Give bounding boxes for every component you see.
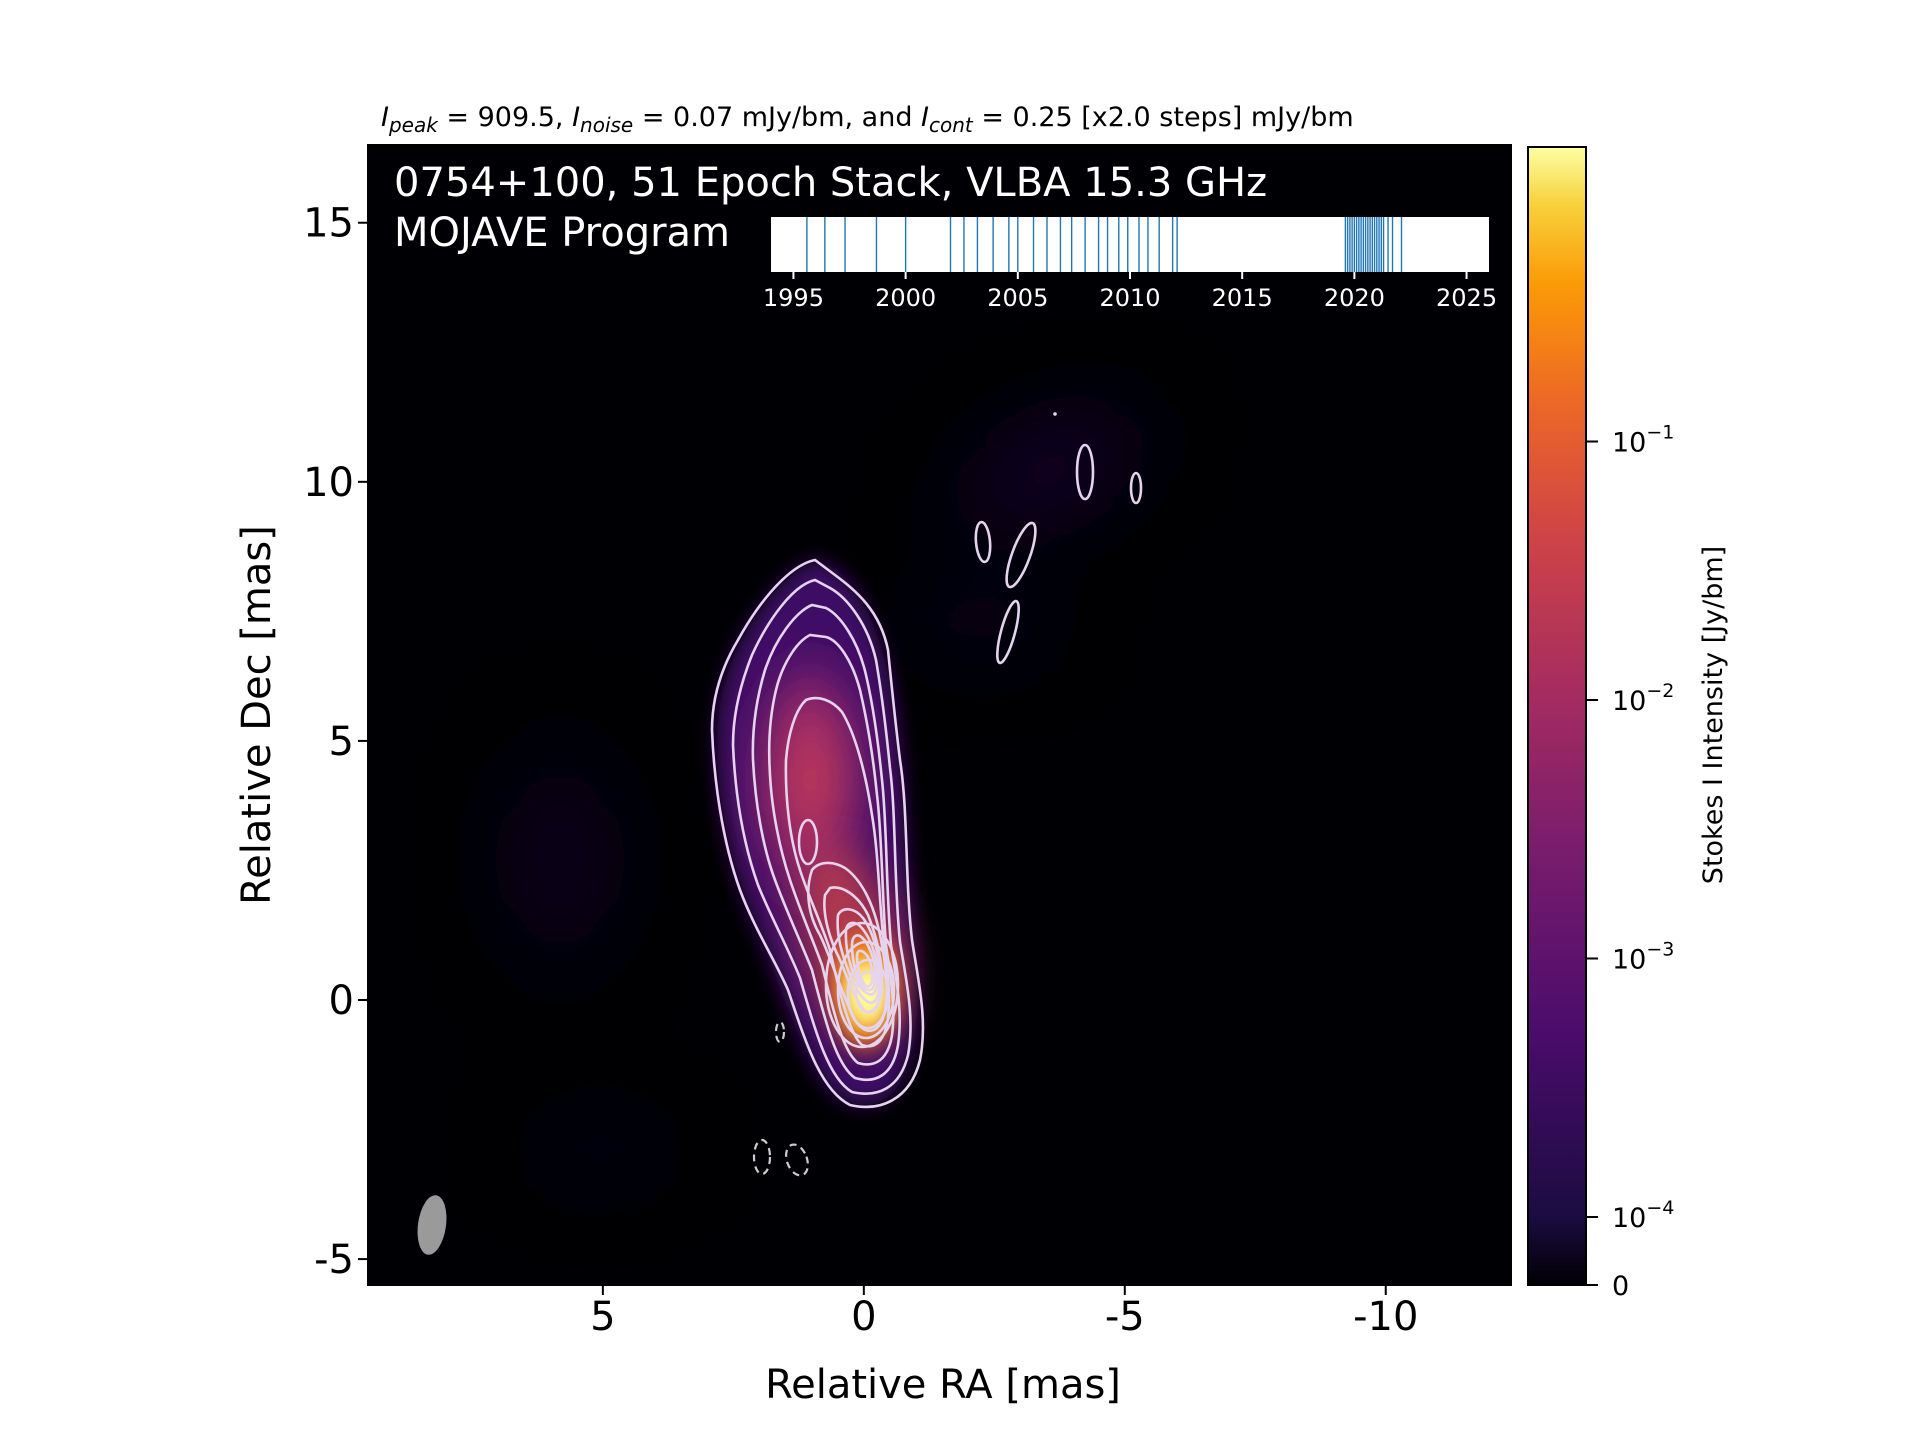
header-part: = 0.25 [x2.0 steps] mJy/bm	[973, 102, 1354, 133]
contour	[1005, 521, 1037, 589]
colorbar-ticks: 10−110−210−310−40	[1586, 422, 1674, 1302]
x-axis: 5 0 -5 -10	[590, 1285, 1418, 1340]
colorbar-tick-exp: −2	[1646, 680, 1674, 702]
contour	[710, 558, 925, 1109]
colorbar-tick-exp: −3	[1646, 939, 1674, 961]
contour-lines	[710, 412, 1143, 1109]
header-part: I	[921, 102, 929, 133]
colorbar-tick-label: 0	[1612, 1271, 1629, 1302]
contour	[767, 633, 895, 1066]
colorbar-label: Stokes I Intensity [Jy/bm]	[1698, 546, 1729, 884]
epoch-tick-label: 1995	[763, 284, 824, 312]
contour	[824, 921, 900, 1049]
colorbar-tick-label: 10−3	[1612, 939, 1674, 976]
x-tick-label: -5	[1105, 1294, 1145, 1340]
image-panel: 0754+100, 51 Epoch Stack, VLBA 15.3 GHz …	[367, 144, 1512, 1286]
beam-ellipse	[417, 1195, 447, 1255]
colorbar-tick-base: 10	[1612, 686, 1646, 717]
epoch-tick-label: 2000	[875, 284, 936, 312]
y-tick-label: 15	[303, 201, 354, 247]
contour	[836, 940, 896, 1040]
colorbar-tick-exp: −1	[1646, 422, 1674, 444]
contour	[855, 949, 874, 988]
header-part: = 0.07 mJy/bm, and	[633, 102, 921, 133]
colorbar-tick-label: 10−4	[1612, 1197, 1674, 1234]
header-part: = 909.5,	[438, 102, 572, 133]
colorbar-tick-label: 10−2	[1612, 680, 1674, 717]
y-tick-label: -5	[314, 1237, 354, 1283]
y-axis: 15 10 5 0 -5	[303, 201, 368, 1283]
title-line-1: 0754+100, 51 Epoch Stack, VLBA 15.3 GHz	[394, 160, 1267, 206]
colorbar-tick-label: 10−1	[1612, 422, 1674, 459]
colorbar-frame	[1527, 146, 1587, 1286]
x-axis-label: Relative RA [mas]	[765, 1362, 1121, 1408]
colorbar-tick-base: 0	[1612, 1271, 1629, 1302]
colorbar-tick-base: 10	[1612, 1203, 1646, 1234]
image-frame	[367, 144, 1512, 1286]
contour	[1075, 443, 1095, 501]
header-part: I	[572, 102, 580, 133]
colorbar-tick-exp: −4	[1646, 1197, 1674, 1219]
colorbar-tick-base: 10	[1612, 945, 1646, 976]
epoch-timeline-box	[771, 217, 1489, 272]
contour	[974, 520, 992, 564]
epoch-tick-label: 2015	[1212, 284, 1273, 312]
contour	[784, 696, 891, 1048]
contour	[1053, 412, 1057, 416]
epoch-tick-label: 2025	[1436, 284, 1497, 312]
contour	[797, 818, 819, 866]
contour	[846, 958, 890, 1030]
contour	[836, 908, 882, 1005]
x-tick-label: 5	[590, 1294, 615, 1340]
header-part: cont	[929, 113, 974, 137]
contour	[751, 603, 901, 1082]
epoch-tick-label: 2005	[987, 284, 1048, 312]
epoch-tick-label: 2020	[1324, 284, 1385, 312]
y-axis-label: Relative Dec [mas]	[234, 525, 280, 905]
x-tick-label: -10	[1353, 1294, 1418, 1340]
y-tick-label: 10	[303, 460, 354, 506]
negative-contours	[752, 1020, 809, 1177]
header-part: noise	[580, 113, 633, 137]
title-line-2: MOJAVE Program	[394, 210, 730, 256]
contour	[996, 599, 1020, 665]
y-tick-label: 5	[329, 719, 354, 765]
x-tick-label: 0	[851, 1294, 876, 1340]
colorbar: 10−110−210−310−40 Stokes I Intensity [Jy…	[1527, 146, 1729, 1302]
header-part: peak	[388, 113, 439, 137]
header-part: I	[381, 102, 389, 133]
epoch-tick-label: 2010	[1099, 284, 1160, 312]
figure-header: Ipeak = 909.5, Inoise = 0.07 mJy/bm, and…	[381, 102, 1354, 137]
contour	[1129, 471, 1143, 505]
epoch-lines	[806, 217, 1403, 272]
y-tick-label: 0	[329, 978, 354, 1024]
epoch-timeline: 1995 2000 2005 2010 2015 2020 2025	[763, 217, 1497, 312]
colorbar-tick-base: 10	[1612, 428, 1646, 459]
contour	[731, 578, 912, 1095]
faint-emission	[470, 380, 1190, 1200]
epoch-axis: 1995 2000 2005 2010 2015 2020 2025	[763, 272, 1497, 312]
colorbar-gradient	[1528, 147, 1586, 1285]
contour	[854, 970, 882, 1014]
